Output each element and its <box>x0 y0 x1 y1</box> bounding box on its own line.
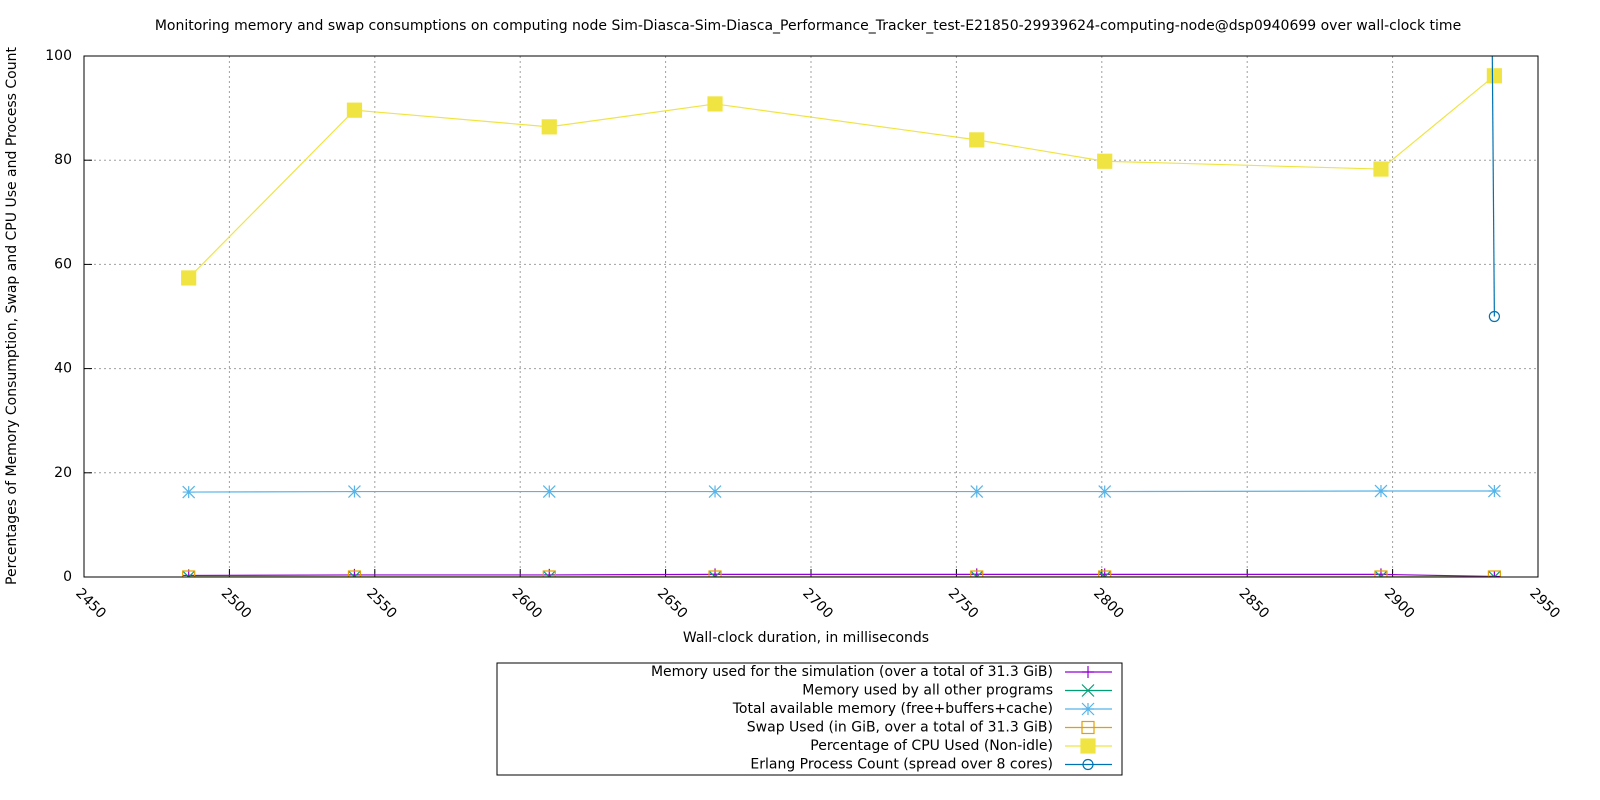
marker <box>970 570 984 577</box>
y-tick-label: 80 <box>54 152 72 168</box>
x-tick-label: 2550 <box>363 585 400 622</box>
marker <box>1488 310 1500 323</box>
x-tick-label: 2950 <box>1526 585 1563 622</box>
x-tick-label: 2650 <box>654 585 691 622</box>
legend-label: Swap Used (in GiB, over a total of 31.3 … <box>747 720 1053 736</box>
marker <box>708 570 722 577</box>
marker <box>1374 570 1388 577</box>
x-tick-label: 2750 <box>945 585 982 622</box>
legend-box <box>496 662 1123 776</box>
marker <box>708 570 722 577</box>
marker <box>542 570 556 577</box>
marker <box>970 570 984 577</box>
chart-title: Monitoring memory and swap consumptions … <box>155 18 1461 34</box>
marker <box>709 568 722 577</box>
marker <box>1487 570 1501 577</box>
plot-area <box>181 56 1502 577</box>
legend-label: Erlang Process Count (spread over 8 core… <box>750 757 1053 773</box>
y-tick-label: 60 <box>54 256 72 272</box>
marker <box>348 570 361 577</box>
series-line <box>188 75 1495 279</box>
x-tick-label: 2850 <box>1236 585 1273 622</box>
marker <box>542 570 556 577</box>
series-line <box>1491 56 1495 317</box>
x-axis-label: Wall-clock duration, in milliseconds <box>683 630 929 646</box>
legend-label: Memory used for the simulation (over a t… <box>651 664 1053 680</box>
y-tick-label: 40 <box>54 361 72 377</box>
marker <box>1098 570 1112 577</box>
y-axis-label: Percentages of Memory Consumption, Swap … <box>4 47 20 585</box>
marker <box>1082 666 1094 678</box>
x-tick-label: 2700 <box>799 585 836 622</box>
x-tick-label: 2450 <box>72 585 109 622</box>
marker <box>1486 68 1502 84</box>
marker <box>1098 568 1111 577</box>
y-tick-label: 0 <box>63 569 72 585</box>
marker <box>1081 684 1095 697</box>
series-line <box>188 573 1495 577</box>
legend-label: Percentage of CPU Used (Non-idle) <box>810 738 1053 754</box>
marker <box>1097 153 1113 169</box>
x-tick-label: 2600 <box>509 585 546 622</box>
y-tick-label: 20 <box>54 465 72 481</box>
marker <box>1374 570 1388 577</box>
marker <box>541 119 557 135</box>
marker <box>1081 720 1095 735</box>
marker <box>1487 570 1501 577</box>
plot-border <box>83 55 1539 578</box>
marker <box>346 102 363 118</box>
legend-label: Total available memory (free+buffers+cac… <box>732 701 1053 717</box>
marker <box>970 568 983 577</box>
marker <box>1374 484 1388 498</box>
marker <box>1098 570 1112 577</box>
series-line <box>188 490 1495 493</box>
marker <box>1374 568 1387 577</box>
marker <box>347 570 362 577</box>
marker <box>969 132 985 148</box>
marker <box>348 485 361 498</box>
marker <box>181 270 197 286</box>
marker <box>1081 702 1095 716</box>
marker <box>542 485 556 498</box>
marker <box>1082 758 1094 771</box>
marker <box>182 570 196 577</box>
marker <box>1098 485 1112 498</box>
marker <box>1487 484 1501 498</box>
marker <box>182 485 196 499</box>
marker <box>1080 738 1096 754</box>
marker <box>1373 161 1389 177</box>
marker <box>182 570 196 577</box>
marker <box>707 96 723 112</box>
y-tick-label: 100 <box>45 48 72 64</box>
marker <box>708 485 722 498</box>
x-tick-label: 2500 <box>218 585 255 622</box>
x-tick-label: 2900 <box>1381 585 1418 622</box>
x-tick-label: 2800 <box>1090 585 1127 622</box>
legend-label: Memory used by all other programs <box>802 683 1053 699</box>
marker <box>970 485 984 498</box>
